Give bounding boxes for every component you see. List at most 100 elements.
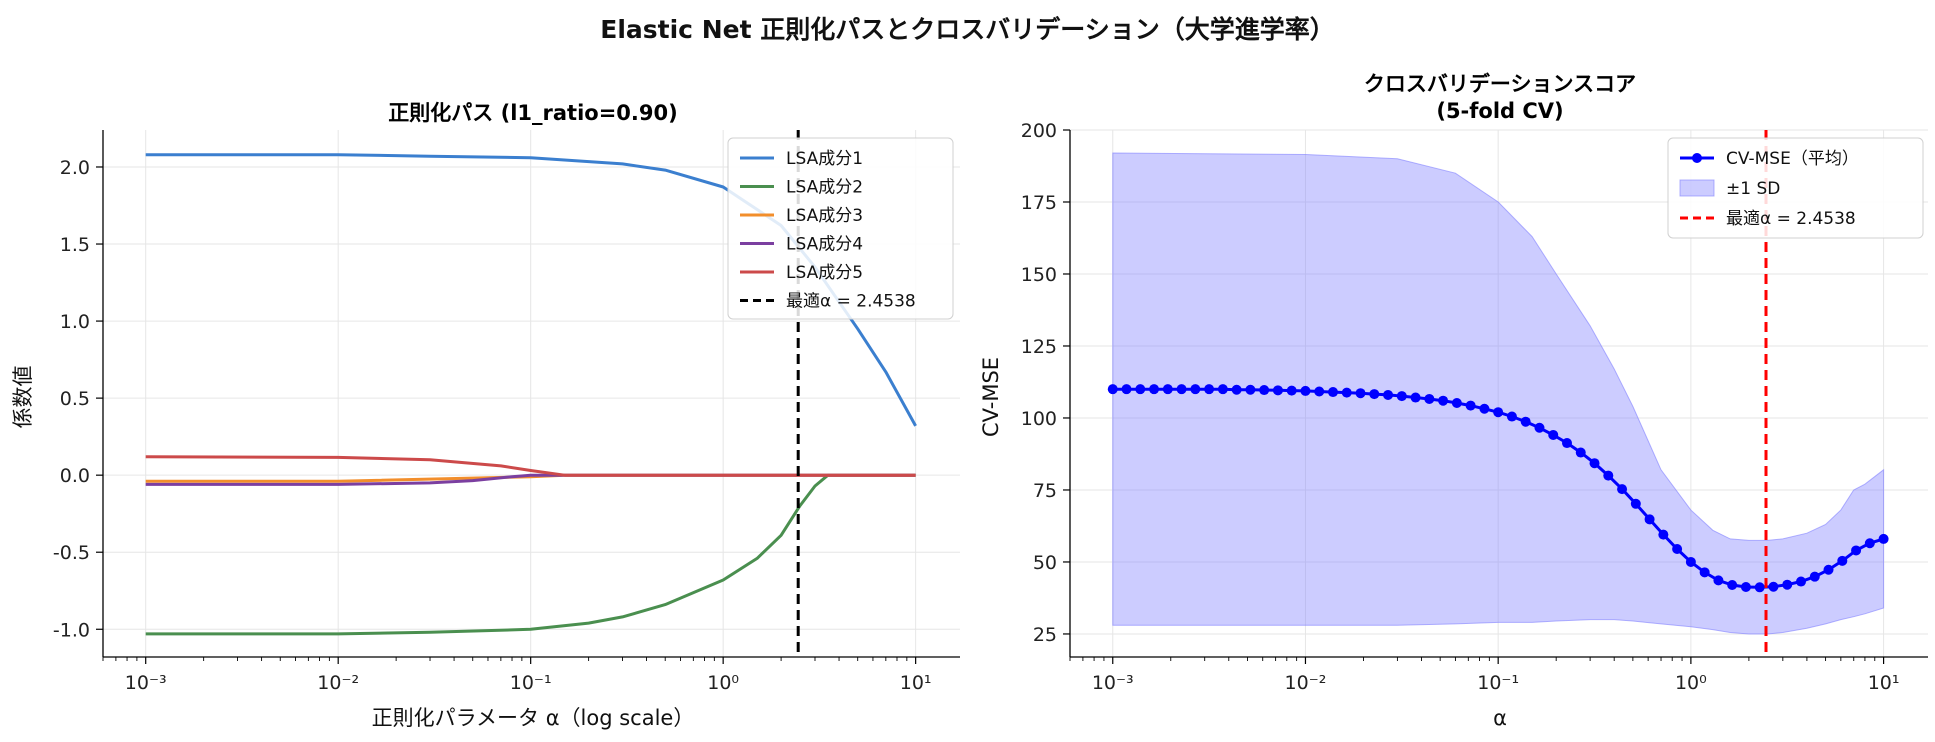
legend-label: LSA成分3 <box>786 206 863 226</box>
legend-label: ±1 SD <box>1726 179 1780 199</box>
legend-label: LSA成分5 <box>786 263 863 283</box>
y-tick-label: 25 <box>1033 624 1057 646</box>
cv-mse-point <box>1727 580 1738 591</box>
y-tick-label: 150 <box>1021 264 1057 286</box>
cv-mse-point <box>1410 392 1421 403</box>
legend-label: 最適α = 2.4538 <box>786 292 916 312</box>
cv-mse-point <box>1162 384 1173 395</box>
y-tick-label: 75 <box>1033 480 1057 502</box>
y-tick-label: 0.0 <box>60 465 90 487</box>
y-tick-label: 125 <box>1021 336 1057 358</box>
cv-mse-point <box>1424 393 1435 404</box>
left-x-axis-label: 正則化パラメータ α（log scale） <box>372 706 695 730</box>
x-tick-label: 10⁻³ <box>125 672 167 694</box>
cv-mse-point <box>1506 411 1517 422</box>
cv-mse-point <box>1534 422 1545 433</box>
x-tick-label: 10⁻² <box>317 672 359 694</box>
legend-label: 最適α = 2.4538 <box>1726 209 1856 229</box>
cv-mse-point <box>1245 384 1256 395</box>
left-y-axis-label: 係数値 <box>11 366 35 429</box>
cv-mse-point <box>1135 384 1146 395</box>
cv-score-panel: 10⁻³ 10⁻² 10⁻¹ 10⁰ 10¹255075100125150175200 … <box>979 72 1928 730</box>
cv-mse-point <box>1259 385 1270 396</box>
left-legend: LSA成分1 LSA成分2 LSA成分3 LSA成分4 LSA成分5 最適α = 2.45… <box>727 137 954 320</box>
y-tick-label: 200 <box>1021 120 1057 142</box>
cv-mse-point <box>1672 544 1683 555</box>
series-line-lsa-1 <box>145 153 917 427</box>
cv-mse-point <box>1754 582 1765 593</box>
right-chart-subtitle: (5-fold CV) <box>1436 99 1563 123</box>
cv-mse-point <box>1369 389 1380 400</box>
cv-mse-point <box>1465 400 1476 411</box>
right-y-axis-label: CV-MSE <box>979 357 1003 437</box>
axes-left <box>102 130 960 658</box>
cv-mse-point <box>1272 385 1283 396</box>
legend-box <box>727 137 954 320</box>
cv-mse-point <box>1355 388 1366 399</box>
cv-mse-point <box>1630 498 1641 509</box>
cv-mse-point <box>1796 576 1807 587</box>
right-chart-title: クロスバリデーションスコア <box>1364 72 1636 96</box>
cv-mse-point <box>1204 384 1215 395</box>
cv-mse-point <box>1823 564 1834 575</box>
x-tick-label: 10⁻³ <box>1092 672 1134 694</box>
ticks-left: 10⁻³ 10⁻² 10⁻¹ 10⁰ 10¹ -1.0 -0.5 0.0 0.5 1.0 1.5 2.… <box>53 157 932 694</box>
cv-mse-point <box>1575 447 1586 458</box>
cv-mse-point <box>1768 581 1779 592</box>
x-tick-label: 10⁻² <box>1285 672 1327 694</box>
cv-mse-point <box>1864 538 1875 549</box>
cv-mse-point <box>1520 416 1531 427</box>
cv-mse-point <box>1548 429 1559 440</box>
y-tick-label: 100 <box>1021 408 1057 430</box>
cv-mse-point <box>1217 384 1228 395</box>
legend-label: LSA成分1 <box>786 149 863 169</box>
y-tick-label: 175 <box>1021 192 1057 214</box>
y-tick-label: 0.5 <box>60 388 90 410</box>
right-legend: CV-MSE（平均） ±1 SD 最適α = 2.4538 <box>1667 137 1924 239</box>
legend-marker <box>1692 153 1702 163</box>
cv-mse-point <box>1685 556 1696 567</box>
y-tick-label: 2.0 <box>60 157 90 179</box>
cv-mse-point <box>1149 384 1160 395</box>
legend-label: LSA成分4 <box>786 235 863 255</box>
plot-area-right <box>1107 130 1889 657</box>
cv-mse-point <box>1383 389 1394 400</box>
cv-mse-point <box>1176 384 1187 395</box>
cv-mse-point <box>1107 384 1118 395</box>
series-line-lsa-4 <box>145 473 916 486</box>
x-tick-label: 10⁰ <box>1675 672 1707 694</box>
y-tick-label: 50 <box>1033 552 1057 574</box>
cv-mse-point <box>1300 385 1311 396</box>
regularization-path-panel: 10⁻³ 10⁻² 10⁻¹ 10⁰ 10¹ -1.0 -0.5 0.0 0.5 1.0 1.5 2.… <box>11 101 960 730</box>
cv-mse-point <box>1327 387 1338 398</box>
y-tick-label: 1.0 <box>60 311 90 333</box>
cv-mse-point <box>1603 470 1614 481</box>
x-tick-label: 10¹ <box>900 672 932 694</box>
figure-title: Elastic Net 正則化パスとクロスバリデーション（大学進学率） <box>600 15 1335 44</box>
legend-label: LSA成分2 <box>786 178 863 198</box>
cv-mse-point <box>1493 407 1504 418</box>
cv-mse-point <box>1851 545 1862 556</box>
cv-mse-point <box>1341 387 1352 398</box>
cv-mse-point <box>1561 438 1572 449</box>
cv-mse-point <box>1644 514 1655 525</box>
cv-mse-point <box>1658 529 1669 540</box>
cv-mse-point <box>1589 458 1600 469</box>
x-tick-label: 10⁻¹ <box>510 672 552 694</box>
cv-mse-point <box>1837 555 1848 566</box>
cv-mse-point <box>1617 484 1628 495</box>
cv-mse-point <box>1190 384 1201 395</box>
cv-mse-point <box>1699 567 1710 578</box>
cv-mse-point <box>1396 391 1407 402</box>
cv-mse-point <box>1121 384 1132 395</box>
cv-mse-point <box>1878 533 1889 544</box>
x-tick-label: 10⁻¹ <box>1477 672 1519 694</box>
series-line-lsa-2 <box>145 473 916 636</box>
axes-right <box>1069 130 1928 658</box>
cv-mse-point <box>1713 575 1724 586</box>
ticks-right: 10⁻³ 10⁻² 10⁻¹ 10⁰ 10¹ 25 50 75 100 125 150 175 200 <box>1021 120 1900 694</box>
cv-mse-point <box>1809 571 1820 582</box>
legend-box <box>1667 137 1924 239</box>
x-tick-label: 10⁰ <box>707 672 739 694</box>
